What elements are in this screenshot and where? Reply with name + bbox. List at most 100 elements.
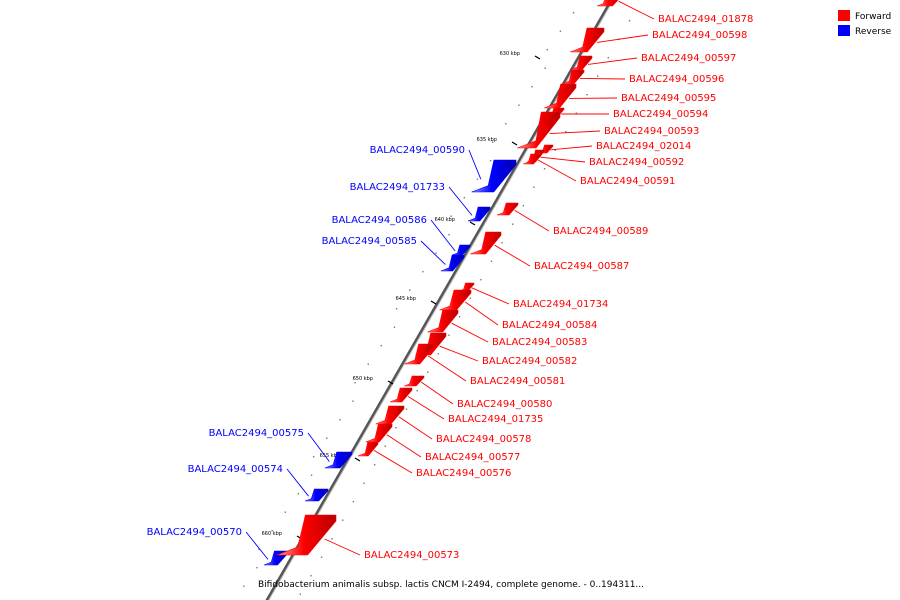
minor-tick-dot	[326, 437, 328, 439]
gene-feature[interactable]: BALAC2494_00584	[439, 289, 598, 331]
gene-label[interactable]: BALAC2494_01733	[350, 182, 445, 193]
gene-feature[interactable]: BALAC2494_00591	[523, 153, 675, 187]
forward-gene-arrow[interactable]	[497, 202, 519, 216]
forward-gene-arrow[interactable]	[597, 0, 622, 7]
gene-feature[interactable]: BALAC2494_00595	[544, 83, 716, 109]
gene-feature[interactable]: BALAC2494_00592	[527, 149, 684, 168]
forward-gene-arrow[interactable]	[276, 514, 337, 556]
gene-label[interactable]: BALAC2494_00596	[629, 74, 724, 85]
minor-tick-dot	[531, 86, 533, 88]
minor-tick-dot	[546, 49, 548, 51]
reverse-swatch	[838, 25, 850, 36]
gene-label[interactable]: BALAC2494_00594	[613, 109, 708, 120]
minor-tick-dot	[554, 149, 556, 151]
gene-label[interactable]: BALAC2494_00580	[457, 399, 552, 410]
gene-feature[interactable]: BALAC2494_00580	[404, 375, 552, 410]
minor-tick-dot	[339, 419, 341, 421]
minor-tick-dot	[512, 223, 514, 225]
minor-tick-dot	[522, 205, 525, 207]
gene-feature[interactable]: BALAC2494_00587	[470, 231, 629, 272]
gene-leader-line	[468, 149, 482, 180]
forward-gene-arrow[interactable]	[357, 441, 379, 457]
minor-tick-dot	[501, 242, 503, 244]
gene-label[interactable]: BALAC2494_00591	[580, 176, 675, 187]
minor-tick-dot	[395, 427, 397, 429]
gene-label[interactable]: BALAC2494_02014	[596, 141, 691, 152]
gene-label[interactable]: BALAC2494_00597	[641, 53, 736, 64]
gene-label[interactable]: BALAC2494_00574	[188, 464, 283, 475]
forward-gene-arrow[interactable]	[365, 423, 393, 443]
gene-label[interactable]: BALAC2494_00581	[470, 376, 565, 387]
gene-feature[interactable]: BALAC2494_00597	[569, 53, 736, 71]
minor-tick-dot	[505, 123, 507, 125]
gene-feature[interactable]: BALAC2494_01733	[350, 182, 491, 222]
gene-label[interactable]: BALAC2494_00575	[209, 428, 304, 439]
gene-label[interactable]: BALAC2494_00590	[370, 145, 465, 156]
minor-tick-dot	[258, 548, 260, 550]
gene-label[interactable]: BALAC2494_00585	[322, 236, 417, 247]
gene-feature[interactable]: BALAC2494_00594	[546, 107, 708, 120]
gene-label[interactable]: BALAC2494_00592	[589, 157, 684, 168]
gene-feature[interactable]: BALAC2494_00576	[357, 441, 511, 479]
forward-gene-arrow[interactable]	[389, 387, 413, 403]
forward-gene-arrow[interactable]	[570, 27, 605, 53]
gene-feature[interactable]: BALAC2494_00585	[322, 236, 465, 272]
gene-feature[interactable]: BALAC2494_00590	[370, 145, 517, 193]
gene-label[interactable]: BALAC2494_00587	[534, 261, 629, 272]
gene-label[interactable]: BALAC2494_00584	[502, 320, 597, 331]
gene-feature[interactable]: BALAC2494_00593	[517, 111, 699, 149]
minor-tick-dot	[284, 511, 286, 513]
gene-label[interactable]: BALAC2494_00593	[604, 126, 699, 137]
gene-feature[interactable]: BALAC2494_00589	[497, 202, 648, 237]
gene-label[interactable]: BALAC2494_00573	[364, 550, 459, 561]
forward-gene-arrow[interactable]	[404, 375, 425, 387]
gene-feature[interactable]: BALAC2494_00598	[570, 27, 747, 53]
forward-swatch	[838, 10, 850, 21]
gene-label[interactable]: BALAC2494_00586	[332, 215, 427, 226]
gene-label[interactable]: BALAC2494_01735	[448, 414, 543, 425]
gene-feature[interactable]: BALAC2494_00583	[427, 309, 587, 348]
gene-feature[interactable]: BALAC2494_00574	[188, 464, 329, 502]
gene-leader-line	[324, 538, 361, 556]
reverse-gene-arrow[interactable]	[324, 451, 353, 469]
gene-label[interactable]: BALAC2494_00598	[652, 30, 747, 41]
minor-tick-dot	[575, 112, 578, 114]
reverse-gene-arrow[interactable]	[467, 206, 491, 222]
forward-gene-arrow[interactable]	[544, 83, 577, 109]
forward-gene-arrow[interactable]	[517, 111, 561, 149]
gene-label[interactable]: BALAC2494_00570	[147, 527, 242, 538]
forward-gene-arrow[interactable]	[375, 405, 405, 425]
reverse-gene-arrow[interactable]	[471, 159, 517, 193]
minor-tick-dot	[409, 289, 411, 291]
forward-gene-arrow[interactable]	[427, 309, 459, 333]
minor-tick-dot	[565, 131, 567, 133]
forward-gene-arrow[interactable]	[404, 343, 435, 365]
gene-feature[interactable]: BALAC2494_02014	[538, 141, 691, 154]
reverse-gene-arrow[interactable]	[305, 488, 329, 502]
forward-gene-arrow[interactable]	[523, 153, 542, 165]
gene-label[interactable]: BALAC2494_00578	[436, 434, 531, 445]
gene-feature[interactable]: BALAC2494_00575	[209, 428, 353, 469]
minor-tick-dot	[312, 456, 315, 458]
gene-feature[interactable]: BALAC2494_00573	[276, 514, 459, 561]
gene-feature[interactable]: BALAC2494_00578	[375, 405, 532, 445]
forward-gene-arrow[interactable]	[470, 231, 502, 255]
minor-tick-dot	[480, 279, 482, 281]
gene-leader-line	[537, 159, 577, 182]
gene-label[interactable]: BALAC2494_01734	[513, 299, 608, 310]
gene-label[interactable]: BALAC2494_00582	[482, 356, 577, 367]
gene-label[interactable]: BALAC2494_00595	[621, 93, 716, 104]
gene-feature[interactable]: BALAC2494_01735	[389, 387, 543, 425]
gene-leader-line	[428, 355, 467, 382]
gene-label[interactable]: BALAC2494_00583	[492, 337, 587, 348]
gene-label[interactable]: BALAC2494_00576	[416, 468, 511, 479]
gene-label[interactable]: BALAC2494_00589	[553, 226, 648, 237]
gene-label[interactable]: BALAC2494_00577	[425, 452, 520, 463]
gene-feature[interactable]: BALAC2494_00596	[561, 69, 724, 85]
gene-feature[interactable]: BALAC2494_01878	[597, 0, 753, 25]
gene-feature[interactable]: BALAC2494_01734	[459, 282, 608, 310]
reverse-gene-arrow[interactable]	[440, 254, 465, 272]
gene-feature[interactable]: BALAC2494_00577	[365, 423, 521, 463]
gene-feature[interactable]: BALAC2494_00581	[404, 343, 566, 387]
gene-label[interactable]: BALAC2494_01878	[658, 14, 753, 25]
